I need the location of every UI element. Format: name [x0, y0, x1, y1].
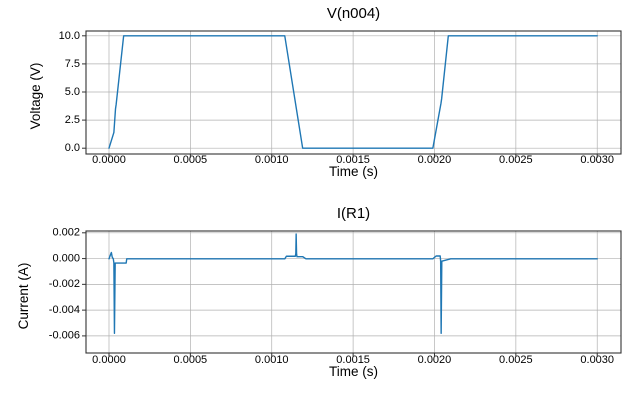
svg-text:0.000: 0.000 [52, 252, 80, 264]
svg-text:2.5: 2.5 [65, 114, 80, 126]
svg-text:-0.004: -0.004 [49, 304, 80, 316]
svg-text:Voltage (V): Voltage (V) [28, 63, 43, 130]
svg-text:0.0: 0.0 [65, 142, 80, 154]
svg-text:V(n004): V(n004) [327, 5, 380, 22]
svg-text:Time (s): Time (s) [329, 364, 378, 379]
svg-text:Current (A): Current (A) [16, 263, 31, 330]
svg-text:10.0: 10.0 [59, 30, 80, 42]
svg-text:7.5: 7.5 [65, 58, 80, 70]
svg-text:0.002: 0.002 [52, 227, 80, 239]
svg-text:5.0: 5.0 [65, 86, 80, 98]
svg-text:I(R1): I(R1) [337, 205, 370, 222]
svg-text:-0.002: -0.002 [49, 278, 80, 290]
svg-text:-0.006: -0.006 [49, 330, 80, 342]
svg-text:Time (s): Time (s) [329, 164, 378, 179]
